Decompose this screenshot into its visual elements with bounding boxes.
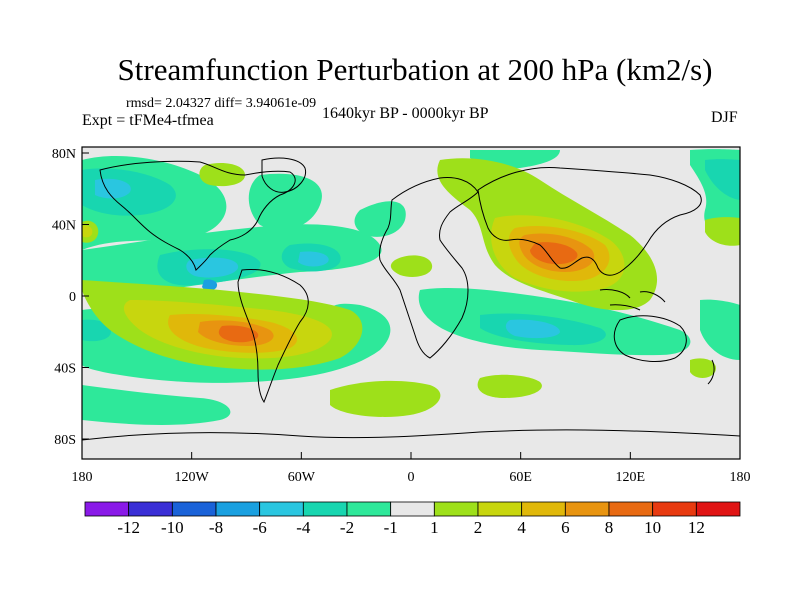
lon-tick-label: 60W [288,470,316,485]
lat-tick-label: 0 [69,290,76,305]
experiment-label: Expt = tFMe4-tfmea [82,112,214,129]
colorbar-box [477,501,523,517]
colorbar-box [215,501,261,517]
chart-title: Streamfunction Perturbation at 200 hPa (… [117,52,713,87]
positive-contours-peak [218,242,578,343]
colorbar [84,501,741,517]
lon-tick-label: 180 [72,470,93,485]
lon-tick-label: 60E [509,470,532,485]
colorbar-box [652,501,697,517]
lon-tick-label: 180 [730,470,751,485]
coastlines [82,157,740,441]
australia [613,315,687,363]
stats-text: rmsd= 2.04327 diff= 3.94061e-09 [126,96,317,111]
greenland [261,157,307,193]
colorbar-box [521,501,566,517]
lon-tick-label: 0 [408,470,415,485]
south-america [237,269,309,404]
colorbar-box [695,501,741,517]
new-zealand [707,359,715,385]
colorbar-box [608,501,654,517]
colorbar-box [128,501,173,517]
lat-tick-label: 40S [54,362,76,377]
season-label: DJF [711,109,738,126]
colorbar-box [84,501,130,517]
north-america [99,160,296,271]
longitude-axis: 180 120W 60W 0 60E 120E 180 [72,452,751,485]
colorbar-box [259,501,304,517]
indonesia [599,289,666,311]
lat-tick-label: 80S [54,433,76,448]
colorbar-box [433,501,479,517]
lat-tick-label: 80N [52,147,76,162]
period-label: 1640kyr BP - 0000kyr BP [322,105,489,122]
colorbar-box [302,501,348,517]
colorbar-box [346,501,392,517]
map-panel [82,147,740,459]
latitude-axis: 80N 40N 0 40S 80S [52,147,89,448]
colorbar-box [171,501,217,517]
lon-tick-label: 120E [616,470,646,485]
antarctica [82,429,740,441]
asia [477,166,702,276]
lon-tick-label: 120W [175,470,210,485]
lat-tick-label: 40N [52,219,76,234]
negative-contours-core [202,279,218,291]
colorbar-box [564,501,610,517]
colorbar-box [390,501,435,517]
